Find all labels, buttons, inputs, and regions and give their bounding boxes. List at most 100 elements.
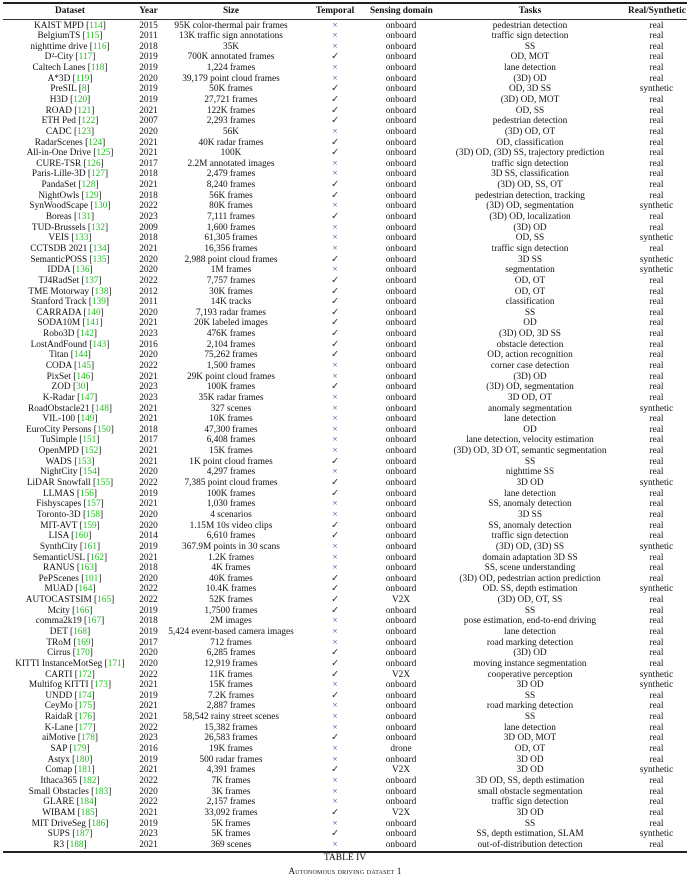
- dataset-name: LLMAS: [43, 488, 75, 499]
- citation-link[interactable]: 143: [92, 339, 107, 350]
- cell-dataset: SODA10M [141]: [37, 318, 103, 329]
- citation-link[interactable]: 131: [77, 212, 92, 223]
- citation-link[interactable]: 132: [91, 222, 105, 233]
- cell-real-synthetic: synthetic: [639, 403, 674, 414]
- table-row: BelgiumTS [115] 2011 13K traffic sign anno…: [0, 31, 690, 42]
- cell-size: 75,262 frames: [204, 350, 258, 361]
- citation-link[interactable]: 183: [94, 786, 109, 797]
- citation-link[interactable]: 137: [84, 275, 99, 286]
- citation-link[interactable]: 169: [76, 637, 91, 648]
- citation-link[interactable]: 123: [77, 126, 92, 137]
- citation-link[interactable]: 162: [90, 552, 105, 563]
- citation-link[interactable]: 178: [80, 733, 95, 744]
- cell-real-synthetic: real: [649, 839, 664, 850]
- cross-icon: ×: [332, 446, 338, 457]
- citation-link[interactable]: 185: [80, 807, 95, 818]
- citation-link[interactable]: 177: [78, 722, 93, 733]
- citation-link[interactable]: 154: [82, 467, 97, 478]
- citation-link[interactable]: 155: [96, 478, 111, 489]
- citation-link[interactable]: 166: [75, 605, 90, 616]
- citation-link[interactable]: 120: [73, 94, 88, 105]
- citation-link[interactable]: 134: [92, 243, 107, 254]
- citation-link[interactable]: 153: [77, 456, 92, 467]
- citation-link[interactable]: 175: [78, 701, 93, 712]
- dataset-name: RaidaR: [44, 712, 73, 723]
- citation-link[interactable]: 181: [77, 765, 92, 776]
- citation-link[interactable]: 118: [90, 63, 105, 74]
- citation-link[interactable]: 135: [92, 254, 107, 265]
- citation-link[interactable]: 160: [74, 531, 89, 542]
- cell-tasks: SS: [524, 307, 536, 318]
- citation-link[interactable]: 8: [81, 84, 87, 95]
- citation-link[interactable]: 126: [86, 158, 101, 169]
- citation-link[interactable]: 168: [73, 626, 88, 637]
- citation-link[interactable]: 139: [91, 297, 106, 308]
- citation-link[interactable]: 173: [94, 680, 108, 691]
- citation-link[interactable]: 116: [92, 41, 107, 52]
- citation-link[interactable]: 150: [96, 424, 111, 435]
- citation-link[interactable]: 101: [84, 573, 99, 584]
- citation-link[interactable]: 138: [94, 286, 109, 297]
- citation-link[interactable]: 184: [79, 797, 94, 808]
- citation-link[interactable]: 122: [81, 116, 96, 127]
- citation-link[interactable]: 149: [80, 414, 95, 425]
- citation-link[interactable]: 142: [79, 329, 94, 340]
- citation-link[interactable]: 129: [84, 190, 99, 201]
- cell-sensing-domain: onboard: [385, 499, 417, 510]
- citation-link[interactable]: 145: [77, 360, 92, 371]
- cell-size: 56K: [222, 126, 239, 137]
- citation-link[interactable]: 151: [82, 435, 97, 446]
- citation-link[interactable]: 117: [78, 52, 93, 63]
- citation-link[interactable]: 187: [75, 829, 90, 840]
- citation-link[interactable]: 128: [81, 180, 96, 191]
- citation-link[interactable]: 115: [85, 31, 100, 42]
- citation-link[interactable]: 172: [77, 669, 92, 680]
- cell-dataset: Toronto-3D [158]: [36, 509, 104, 520]
- cell-year: 2018: [139, 233, 158, 244]
- cell-tasks: (3D) OD: [513, 648, 547, 659]
- citation-link[interactable]: 167: [87, 616, 102, 627]
- citation-link[interactable]: 158: [86, 509, 101, 520]
- citation-link[interactable]: 140: [86, 307, 101, 318]
- citation-link[interactable]: 144: [73, 350, 88, 361]
- citation-link[interactable]: 147: [80, 392, 95, 403]
- citation-link[interactable]: 119: [75, 73, 90, 84]
- citation-link[interactable]: 146: [76, 371, 91, 382]
- citation-link[interactable]: 136: [75, 265, 90, 276]
- citation-link[interactable]: 176: [78, 712, 93, 723]
- citation-link[interactable]: 170: [75, 648, 90, 659]
- cell-sensing-domain: onboard: [385, 616, 417, 627]
- citation-link[interactable]: 182: [82, 775, 97, 786]
- citation-link[interactable]: 163: [79, 563, 94, 574]
- cell-sensing-domain: onboard: [385, 94, 417, 105]
- citation-link[interactable]: 159: [82, 520, 97, 531]
- citation-link[interactable]: 165: [97, 595, 112, 606]
- cell-sensing-domain: onboard: [385, 658, 417, 669]
- cell-size: 10K frames: [209, 414, 253, 425]
- citation-link[interactable]: 171: [107, 658, 122, 669]
- citation-link[interactable]: 161: [83, 541, 97, 552]
- citation-link[interactable]: 179: [72, 744, 87, 755]
- citation-link[interactable]: 127: [91, 169, 105, 180]
- citation-link[interactable]: 188: [69, 839, 84, 850]
- citation-link[interactable]: 148: [94, 403, 109, 414]
- citation-link[interactable]: 125: [96, 148, 111, 159]
- citation-link[interactable]: 152: [84, 446, 99, 457]
- cell-dataset: PixSet [146]: [46, 371, 94, 382]
- citation-link[interactable]: 141: [85, 318, 100, 329]
- citation-link[interactable]: 130: [93, 201, 108, 212]
- citation-link[interactable]: 114: [89, 20, 103, 31]
- citation-link[interactable]: 186: [91, 818, 106, 829]
- citation-link[interactable]: 164: [78, 584, 93, 595]
- check-icon: ✓: [331, 350, 339, 361]
- citation-link[interactable]: 30: [76, 382, 86, 393]
- citation-link[interactable]: 180: [75, 754, 90, 765]
- citation-link[interactable]: 174: [77, 690, 92, 701]
- citation-link[interactable]: 121: [77, 105, 92, 116]
- cell-dataset: IDDA [136]: [47, 265, 93, 276]
- citation-link[interactable]: 156: [79, 488, 94, 499]
- cell-tasks: pose estimation, end-to-end driving: [463, 616, 597, 627]
- citation-link[interactable]: 124: [88, 137, 103, 148]
- citation-link[interactable]: 133: [74, 233, 89, 244]
- citation-link[interactable]: 157: [86, 499, 101, 510]
